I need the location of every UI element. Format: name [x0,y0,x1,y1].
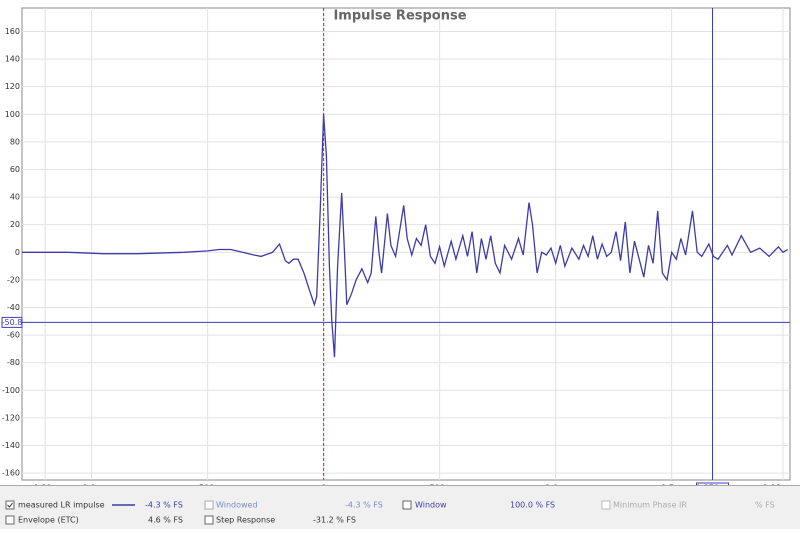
cursor-x-box [696,482,730,485]
legend-value: -31.2 % FS [313,516,356,525]
cursor-y-box [1,316,23,328]
series-line [22,114,789,358]
y-tick-label: 40 [10,193,20,202]
y-tick-label: 140 [5,55,20,64]
legend: measured LR impulse -4.3 % FS Windowed -… [5,500,775,525]
legend-value: 100.0 % FS [510,501,555,510]
legend-label: Window [415,501,447,510]
x-tick-label: 0 [321,484,326,486]
y-tick-label: -60 [7,331,20,340]
checkbox[interactable] [601,500,611,510]
legend-panel: measured LR impulse -4.3 % FS Windowed -… [0,485,800,529]
legend-label: measured LR impulse [18,501,105,510]
y-tick-label: -120 [2,413,20,422]
legend-value: % FS [755,501,775,510]
x-tick-label: -1.0m [80,484,104,486]
checkbox[interactable] [402,500,412,510]
y-tick-label: 80 [10,137,20,146]
checkbox[interactable] [204,515,214,525]
legend-value: 4.6 % FS [148,516,183,525]
legend-label: Envelope (ETC) [18,516,79,525]
chart-title: Impulse Response [333,9,466,24]
y-tick-label: 160 [5,27,20,36]
legend-label: Windowed [216,501,258,510]
cursor-y-label: -50.8 [2,318,23,327]
y-tick-label: 20 [10,220,20,229]
checkbox[interactable] [204,500,214,510]
x-tick-label: 1.5m [661,484,682,486]
y-tick-label: -20 [7,275,20,284]
chart: Impulse Response -160 -140 -120 -100 -80 -60 -… [1,7,800,486]
y-tick-label: -40 [7,303,20,312]
y-tick-label: 60 [10,165,20,174]
x-tick-label: 1.98m ms [763,484,800,486]
y-tick-label: -160 [2,469,20,478]
checkbox[interactable] [5,500,15,510]
x-tick-label: -500u [196,484,219,486]
legend-label: Step Response [216,516,275,525]
x-tick-label: 500u [429,484,449,486]
legend-value: -4.3 % FS [145,501,183,510]
checkbox[interactable] [5,515,15,525]
y-tick-label: -100 [2,386,20,395]
legend-label: Minimum Phase IR [613,501,687,510]
cursor-x-label: 1.676 m [696,484,729,486]
x-tick-label: -1.20m [31,484,60,486]
y-tick-label: 100 [5,110,20,119]
y-tick-label: -80 [7,358,20,367]
y-tick-label: 120 [5,82,20,91]
plot-area [21,7,791,481]
x-tick-label: 1.0m [545,484,566,486]
legend-value: -4.3 % FS [345,501,383,510]
y-tick-label: 0 [15,248,20,257]
y-tick-label: -140 [2,441,20,450]
checkmark [7,502,13,508]
